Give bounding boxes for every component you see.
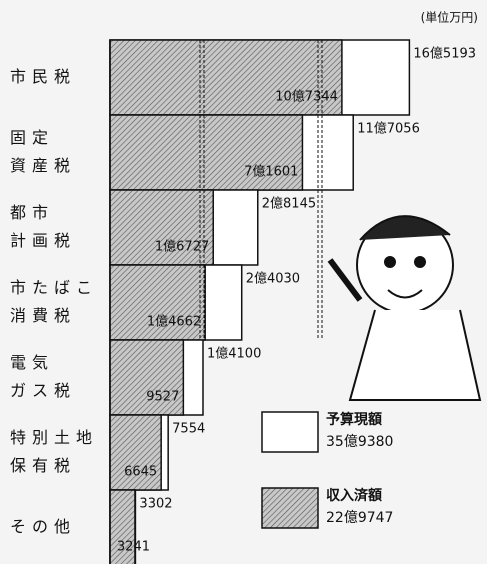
collected-value-label: 10億7344 [275,89,338,105]
category-label: 都市 [10,203,54,222]
collected-value-label: 9527 [146,390,179,405]
category-label: その他 [10,517,76,536]
budget-value-label: 3302 [139,497,172,512]
category-label: 計画税 [10,231,76,250]
legend-label: 収入済額 [326,487,382,504]
category-label: 電気 [10,353,54,372]
legend-label: 予算現額 [326,411,382,428]
budget-value-label: 2億8145 [262,196,316,212]
category-label: 消費税 [10,306,76,325]
category-label: 特別土地 [10,428,98,447]
collected-value-label: 7億1601 [244,164,298,180]
collected-value-label: 1億4662 [147,314,201,330]
category-label: 保有税 [10,456,76,475]
budget-value-label: 11億7056 [357,121,420,137]
category-label: 資産税 [10,156,76,175]
collected-bar [109,339,185,416]
collected-bar [109,264,206,341]
category-label: 市民税 [10,67,76,86]
unit-label: (単位万円) [421,10,478,25]
collected-bar [109,489,136,564]
category-label: 固定 [10,128,54,147]
budget-value-label: 2億4030 [246,271,300,287]
legend-total: 22億9747 [326,510,393,526]
budget-value-label: 7554 [172,422,205,437]
legend-total: 35億9380 [326,434,393,450]
budget-value-label: 1億4100 [207,346,261,362]
budget-value-label: 16億5193 [413,46,476,62]
legend-swatch [261,487,319,529]
collected-value-label: 6645 [124,465,157,480]
collected-value-label: 3241 [117,540,150,555]
legend-swatch [261,411,319,453]
category-label: ガス税 [10,381,76,400]
collected-value-label: 1億6727 [155,239,209,255]
collected-bar [109,39,343,116]
category-label: 市たばこ [10,278,98,297]
cartoon [327,215,482,401]
